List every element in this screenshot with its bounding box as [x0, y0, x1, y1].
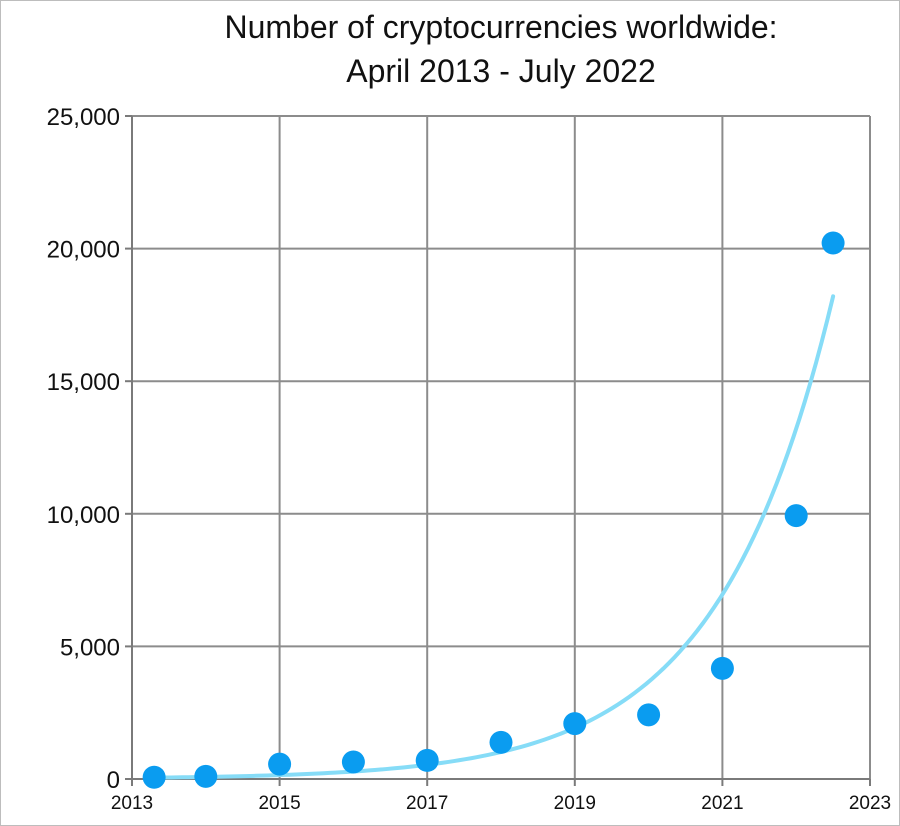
chart-title-line-1: Number of cryptocurrencies worldwide: [224, 9, 778, 45]
y-tick-label-4: 20,000 [47, 237, 120, 264]
data-point-6 [563, 712, 587, 736]
y-tick-label-0: 0 [107, 767, 120, 794]
x-tick-label-4: 2021 [701, 793, 743, 814]
data-point-1 [194, 764, 218, 788]
tick-labels: 0 5,000 10,000 15,000 20,000 25,000 2013 2015 20… [47, 104, 892, 814]
y-tick-label-1: 5,000 [60, 634, 120, 661]
data-point-9 [784, 504, 808, 528]
x-tick-label-3: 2019 [554, 793, 596, 814]
data-point-7 [637, 703, 661, 727]
data-point-3 [341, 750, 365, 774]
grid [132, 115, 871, 779]
chart-title-line-2: April 2013 - July 2022 [346, 53, 656, 89]
x-tick-label-2: 2017 [406, 793, 448, 814]
y-tick-label-2: 10,000 [47, 502, 120, 529]
data-points [142, 231, 845, 789]
chart-title: Number of cryptocurrencies worldwide: Ap… [151, 5, 851, 93]
x-tick-label-5: 2023 [849, 793, 891, 814]
y-tick-label-3: 15,000 [47, 369, 120, 396]
data-point-0 [142, 765, 166, 789]
x-tick-label-1: 2015 [258, 793, 300, 814]
y-tick-label-5: 25,000 [47, 104, 120, 131]
axes [125, 115, 871, 786]
x-tick-label-0: 2013 [111, 793, 153, 814]
data-point-2 [268, 752, 292, 776]
data-point-5 [489, 730, 513, 754]
data-point-10 [821, 231, 845, 255]
exponential-trendline [152, 294, 836, 780]
trendline-layer [152, 294, 836, 780]
data-point-4 [415, 748, 439, 772]
data-point-8 [710, 656, 734, 680]
